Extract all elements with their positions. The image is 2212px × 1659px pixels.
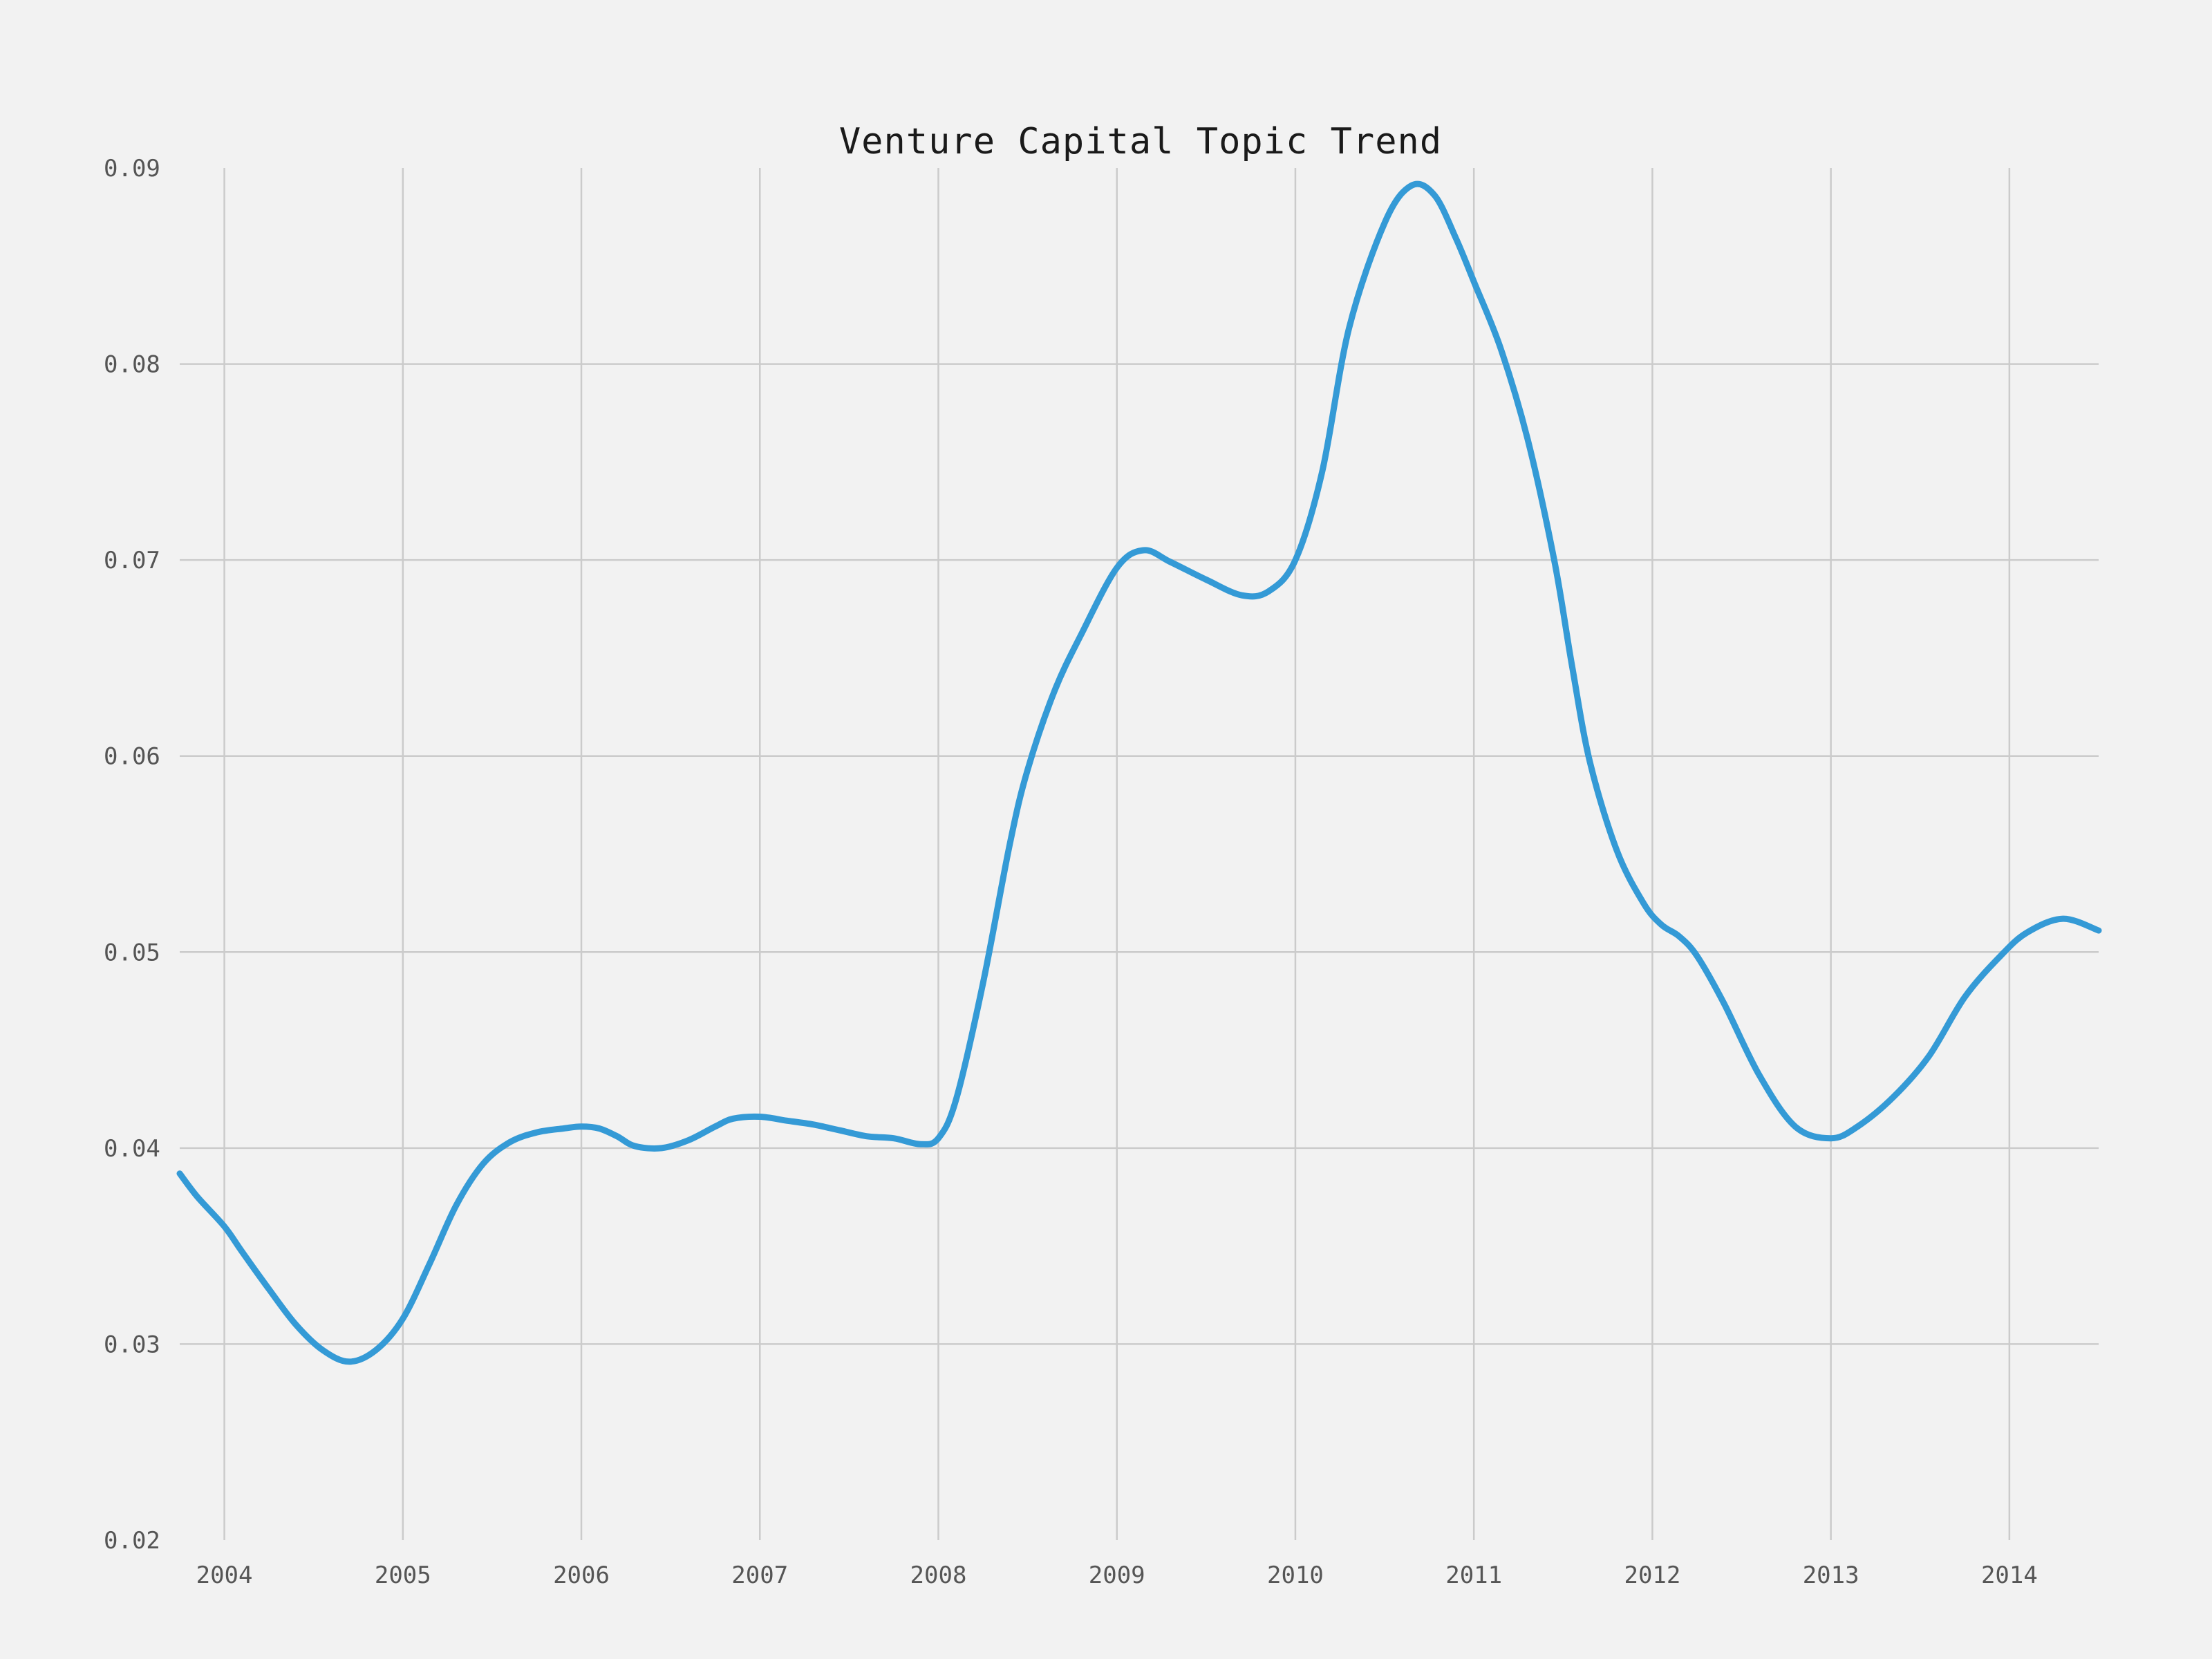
y-tick-label: 0.09 [104,155,160,182]
y-tick-label: 0.04 [104,1135,160,1163]
x-tick-label: 2005 [375,1562,431,1589]
y-axis-ticks: 0.02 0.03 0.04 0.05 0.06 0.07 0.08 0.09 [104,155,160,1555]
x-axis-ticks: 2004 2005 2006 2007 2008 2009 2010 2011 2012 2013… [196,1562,2038,1589]
x-tick-label: 2009 [1089,1562,1145,1589]
x-tick-label: 2013 [1803,1562,1859,1589]
series-layer [176,180,2102,1365]
grid [180,168,2099,1540]
x-tick-label: 2006 [553,1562,610,1589]
y-tick-label: 0.07 [104,547,160,574]
x-tick-label: 2008 [910,1562,967,1589]
chart-title: Venture Capital Topic Trend [839,121,1442,162]
series-line [176,180,2102,1365]
y-tick-label: 0.05 [104,939,160,966]
x-tick-label: 2011 [1445,1562,1502,1589]
x-tick-label: 2012 [1624,1562,1680,1589]
y-tick-label: 0.06 [104,743,160,771]
y-tick-label: 0.03 [104,1331,160,1358]
x-tick-label: 2004 [196,1562,253,1589]
x-tick-label: 2014 [1981,1562,2038,1589]
y-tick-label: 0.02 [104,1527,160,1555]
x-tick-label: 2007 [731,1562,788,1589]
x-tick-label: 2010 [1267,1562,1324,1589]
y-tick-label: 0.08 [104,351,160,379]
